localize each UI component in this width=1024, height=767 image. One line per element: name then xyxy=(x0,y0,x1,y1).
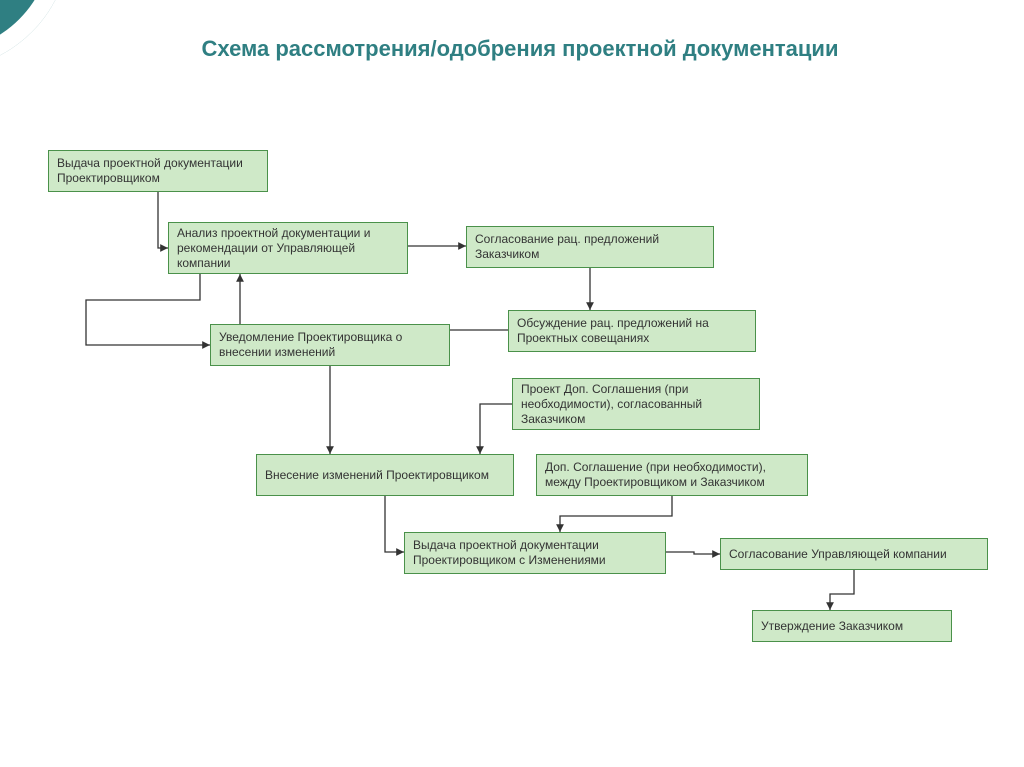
flow-node-n1: Выдача проектной документации Проектиров… xyxy=(48,150,268,192)
flow-node-n5: Обсуждение рац. предложений на Проектных… xyxy=(508,310,756,352)
flow-node-n2: Анализ проектной документации и рекоменд… xyxy=(168,222,408,274)
flow-node-label: Обсуждение рац. предложений на Проектных… xyxy=(517,316,747,346)
edge-n10-n11 xyxy=(830,570,854,610)
edge-n1-n2 xyxy=(158,192,168,248)
flow-node-n3: Согласование рац. предложений Заказчиком xyxy=(466,226,714,268)
flow-node-label: Утверждение Заказчиком xyxy=(761,619,903,634)
edge-n6-n7 xyxy=(480,404,512,454)
flow-node-label: Согласование Управляющей компании xyxy=(729,547,947,562)
edge-n5-n2 xyxy=(240,274,508,330)
flow-node-label: Проект Доп. Соглашения (при необходимост… xyxy=(521,382,751,427)
flow-node-n10: Согласование Управляющей компании xyxy=(720,538,988,570)
edge-n8-n9 xyxy=(560,496,672,532)
flow-node-label: Внесение изменений Проектировщиком xyxy=(265,468,489,483)
flow-node-label: Согласование рац. предложений Заказчиком xyxy=(475,232,705,262)
edge-n9-n10 xyxy=(666,552,720,554)
page-title: Схема рассмотрения/одобрения проектной д… xyxy=(160,36,880,62)
flow-node-label: Выдача проектной документации Проектиров… xyxy=(413,538,657,568)
flow-node-n4: Уведомление Проектировщика о внесении из… xyxy=(210,324,450,366)
flow-node-label: Анализ проектной документации и рекоменд… xyxy=(177,226,399,271)
flow-node-n9: Выдача проектной документации Проектиров… xyxy=(404,532,666,574)
flow-node-label: Выдача проектной документации Проектиров… xyxy=(57,156,259,186)
flow-node-n7: Внесение изменений Проектировщиком xyxy=(256,454,514,496)
edge-n7-n9 xyxy=(385,496,404,552)
corner-decoration xyxy=(0,0,70,70)
flow-node-n11: Утверждение Заказчиком xyxy=(752,610,952,642)
flow-node-n8: Доп. Соглашение (при необходимости), меж… xyxy=(536,454,808,496)
flow-node-n6: Проект Доп. Соглашения (при необходимост… xyxy=(512,378,760,430)
flow-node-label: Доп. Соглашение (при необходимости), меж… xyxy=(545,460,799,490)
edge-n2-n4 xyxy=(86,274,210,345)
flow-node-label: Уведомление Проектировщика о внесении из… xyxy=(219,330,441,360)
